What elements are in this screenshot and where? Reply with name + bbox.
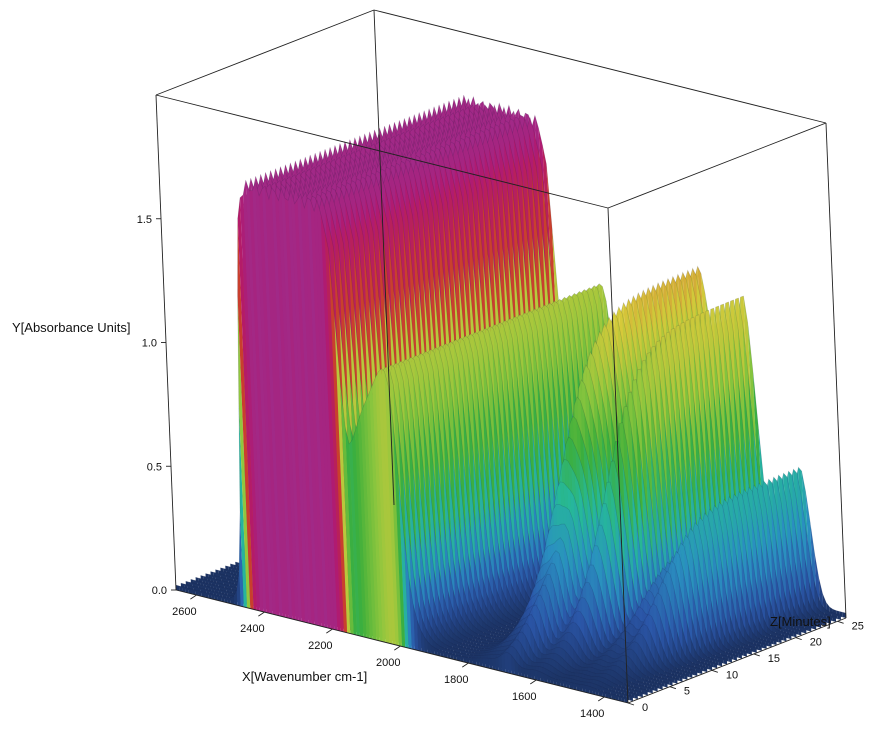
surface-cell — [763, 643, 767, 649]
surface-cell — [755, 577, 761, 635]
surface-cell — [748, 648, 752, 655]
surface-cell — [773, 639, 777, 645]
surface-cell — [750, 579, 756, 637]
surface-cell — [725, 590, 731, 647]
surface-cell — [783, 635, 787, 642]
surface-cell — [789, 563, 796, 622]
surface-cell — [701, 606, 707, 656]
surface-cell — [768, 641, 772, 647]
surface-cell — [743, 650, 747, 657]
surface-cell — [837, 614, 841, 620]
surface-cell — [738, 652, 742, 659]
surface-cell — [793, 631, 797, 638]
surface-cell — [779, 566, 786, 626]
surface-cell — [740, 583, 746, 641]
surface-cell — [765, 572, 771, 631]
surface-cell — [775, 568, 781, 627]
surface-cell — [758, 645, 762, 651]
surface-cell — [794, 561, 801, 620]
surface-cell — [832, 616, 837, 622]
surface-cell — [798, 629, 802, 636]
surface-cell — [778, 637, 782, 644]
surface-cell — [735, 585, 741, 643]
surface-cell — [817, 621, 822, 628]
surface-cell — [822, 620, 827, 626]
surface-cell — [745, 581, 751, 639]
surface-cell — [807, 625, 812, 632]
surface-cell — [812, 623, 817, 630]
surface-cell — [802, 627, 807, 634]
surface-cell — [799, 559, 806, 618]
surface-cell — [720, 593, 726, 649]
surface-cell — [770, 570, 776, 629]
surface-cell — [730, 588, 736, 645]
surface-cell — [760, 574, 766, 633]
surface-cell — [705, 603, 712, 654]
surface-strips — [175, 94, 846, 703]
surface-cell — [715, 596, 722, 651]
surface-cell — [809, 555, 816, 614]
surface-cell — [733, 654, 737, 661]
surface-cell — [753, 647, 757, 653]
surface-cell — [814, 553, 821, 612]
surface-cell — [784, 565, 791, 624]
surface-cell — [827, 618, 832, 624]
surface-cell — [788, 633, 792, 640]
surface-cell — [710, 599, 717, 653]
surface-cell — [804, 557, 811, 616]
surface-cell — [842, 612, 846, 618]
